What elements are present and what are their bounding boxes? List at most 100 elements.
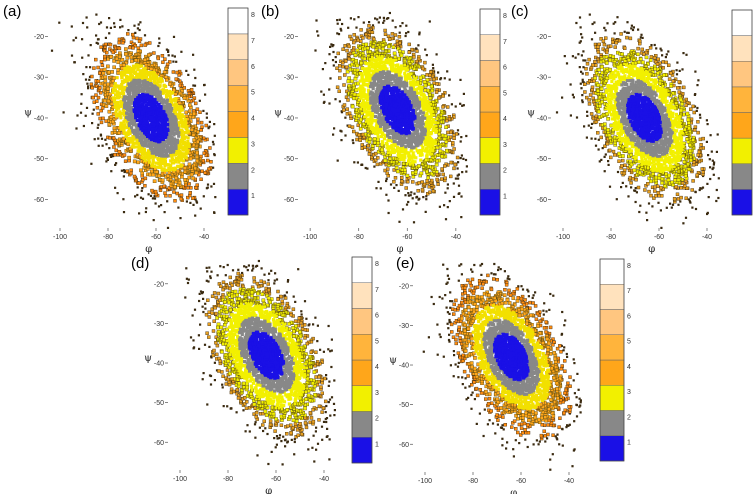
- density-cell: [104, 104, 109, 108]
- density-cell: [369, 114, 373, 118]
- density-cell: [167, 54, 170, 57]
- density-cell: [389, 124, 393, 128]
- x-axis-label: φ: [145, 244, 152, 255]
- density-cell: [129, 72, 133, 76]
- density-cell: [160, 140, 164, 144]
- density-cell: [405, 173, 410, 178]
- density-cell: [110, 170, 113, 173]
- density-cell: [401, 140, 405, 144]
- density-cell: [424, 158, 429, 162]
- density-cell: [346, 98, 350, 102]
- density-cell: [399, 157, 404, 161]
- density-cell: [364, 166, 367, 170]
- density-cell: [103, 54, 107, 59]
- density-cell: [81, 56, 84, 59]
- density-cell: [452, 182, 455, 185]
- density-cell: [127, 106, 131, 110]
- density-cell: [121, 25, 124, 28]
- density-cell: [147, 160, 152, 164]
- density-cell: [411, 104, 415, 109]
- density-cell: [128, 131, 132, 135]
- density-cell: [423, 99, 427, 103]
- density-cloud: [50, 13, 217, 229]
- density-cell: [369, 62, 373, 66]
- density-cell: [119, 18, 122, 21]
- density-cell: [125, 70, 129, 74]
- density-cell: [438, 149, 443, 154]
- density-cell: [50, 49, 54, 52]
- density-cell: [374, 17, 377, 20]
- density-cell: [88, 75, 92, 78]
- density-cell: [121, 86, 125, 90]
- density-cell: [378, 87, 382, 91]
- density-cell: [385, 179, 388, 183]
- density-cell: [374, 158, 378, 162]
- colorbar-label: 1: [251, 193, 255, 200]
- density-cell: [120, 121, 124, 125]
- density-cell: [122, 88, 126, 92]
- density-cell: [136, 193, 139, 197]
- density-cell: [117, 46, 122, 51]
- density-cell: [425, 73, 429, 77]
- colorbar-frame: [227, 7, 249, 216]
- density-cell: [170, 157, 174, 161]
- density-cell: [412, 93, 416, 97]
- density-cell: [407, 156, 411, 160]
- density-cell: [85, 16, 88, 19]
- density-cell: [382, 16, 385, 19]
- density-cell: [388, 62, 392, 66]
- density-cell: [411, 180, 415, 184]
- density-cell: [405, 84, 409, 88]
- density-cell: [394, 64, 398, 68]
- density-cell: [195, 158, 200, 163]
- density-cell: [419, 171, 424, 176]
- density-cell: [89, 82, 94, 87]
- density-cell: [358, 138, 362, 142]
- density-cell: [114, 103, 118, 107]
- colorbar-label: 2: [251, 167, 255, 174]
- density-cell: [193, 84, 197, 87]
- density-cell: [323, 100, 326, 103]
- density-cell: [394, 165, 399, 170]
- density-cell: [335, 66, 339, 71]
- density-cell: [208, 125, 211, 128]
- density-cell: [187, 175, 192, 180]
- density-cell: [360, 143, 364, 147]
- density-cell: [162, 167, 166, 171]
- density-cell: [397, 76, 402, 80]
- density-cell: [158, 118, 162, 122]
- density-cell: [138, 212, 141, 215]
- density-cell: [105, 26, 109, 29]
- density-cell: [444, 191, 447, 194]
- density-cell: [432, 77, 436, 82]
- density-cell: [370, 125, 374, 130]
- density-cell: [178, 83, 183, 88]
- density-cell: [137, 128, 141, 132]
- density-cell: [125, 65, 129, 69]
- density-cell: [165, 98, 169, 102]
- density-cell: [360, 84, 364, 88]
- density-cell: [169, 101, 173, 105]
- density-cell: [158, 41, 161, 45]
- density-cell: [177, 134, 181, 138]
- density-cell: [100, 106, 105, 110]
- density-cell: [97, 144, 100, 147]
- density-cell: [191, 196, 195, 201]
- density-cell: [377, 57, 381, 61]
- density-cell: [134, 106, 138, 110]
- density-cell: [168, 194, 172, 198]
- density-cell: [86, 26, 89, 29]
- density-cell: [156, 80, 160, 84]
- density-cell: [86, 82, 89, 85]
- density-cell: [409, 149, 413, 153]
- density-cell: [383, 158, 388, 163]
- density-cell: [123, 125, 127, 129]
- density-cell: [178, 150, 182, 154]
- density-cell: [187, 73, 190, 76]
- density-cell: [376, 85, 380, 89]
- density-cell: [170, 91, 174, 95]
- density-cell: [377, 180, 380, 183]
- density-cell: [110, 70, 114, 74]
- density-cell: [105, 160, 108, 163]
- density-cell: [113, 82, 117, 86]
